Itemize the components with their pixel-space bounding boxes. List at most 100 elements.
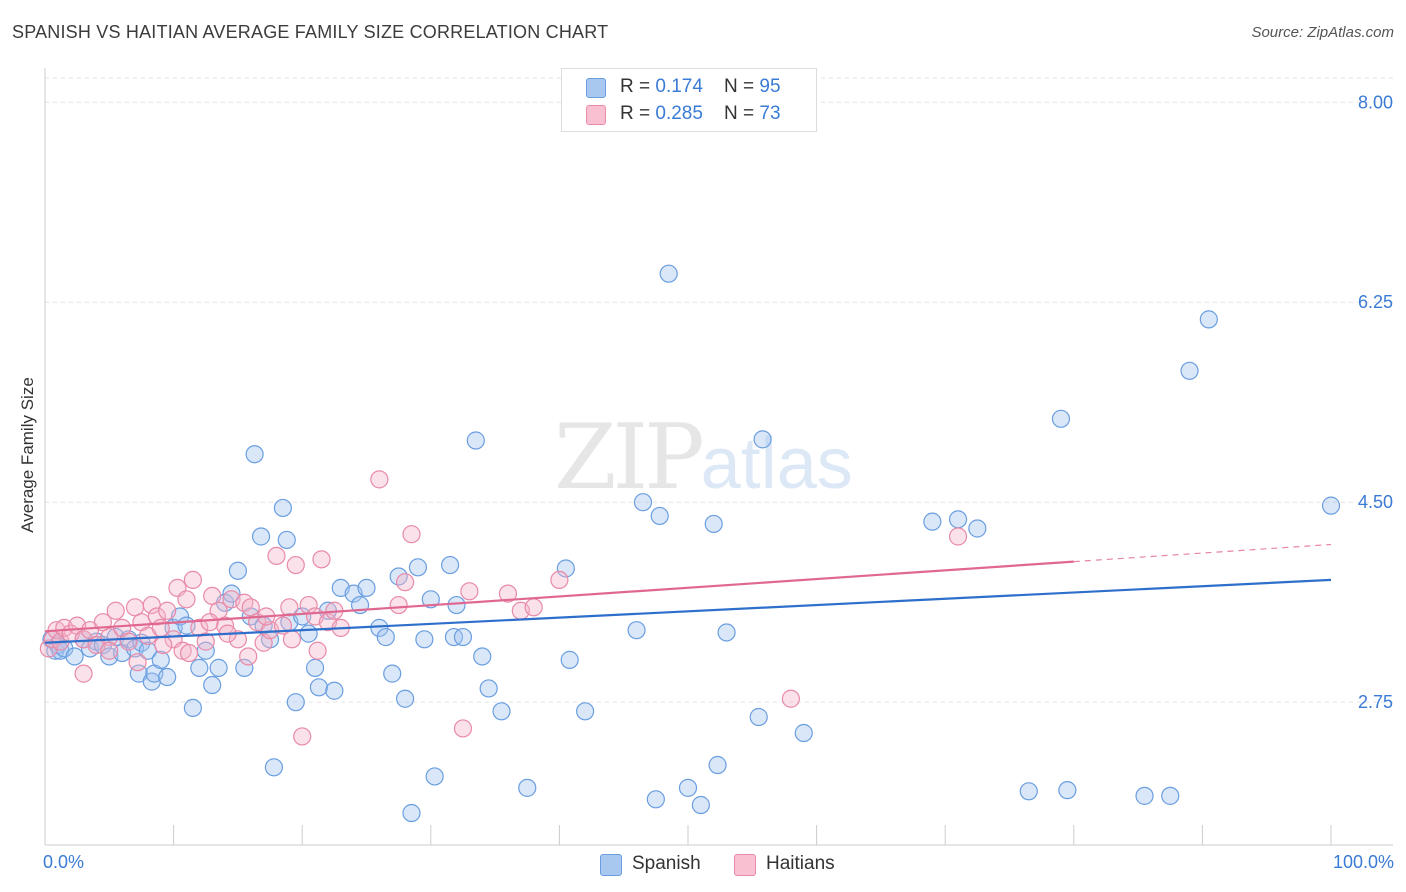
spanish-point <box>251 527 271 546</box>
haitian-point <box>550 570 569 590</box>
haitian-trend-line-extension <box>1073 543 1332 563</box>
x-tick-label-min: 0.0% <box>43 852 85 872</box>
x-tick-label-max: 100.0% <box>1332 852 1394 872</box>
haitian-point <box>948 527 968 546</box>
haitian-point <box>228 630 247 649</box>
spanish-point <box>1321 496 1341 515</box>
spanish-point <box>678 778 698 797</box>
spanish-point <box>286 693 305 712</box>
spanish-point <box>309 678 329 697</box>
y-tick-label: 6.25 <box>1358 292 1393 312</box>
haitian-point <box>158 601 177 620</box>
spanish-point <box>209 658 228 677</box>
haitian-points <box>39 470 968 746</box>
spanish-point <box>158 667 177 687</box>
n-value: 73 <box>759 103 781 124</box>
haitian-point <box>308 641 327 660</box>
haitian-point <box>196 632 215 651</box>
series-legend: Spanish Haitians <box>0 852 1406 878</box>
haitian-point <box>100 641 119 660</box>
haitian-point <box>154 635 173 655</box>
spanish-point <box>183 698 202 717</box>
spanish-point <box>968 519 987 538</box>
haitian-point <box>106 601 125 620</box>
haitian-point <box>781 689 800 708</box>
spanish-point <box>659 264 678 283</box>
n-label: N = <box>724 76 760 97</box>
spanish-point <box>717 623 736 642</box>
haitian-point <box>239 647 258 666</box>
y-tick-labels: 2.75 4.50 6.25 8.00 <box>1358 92 1393 712</box>
y-tick-label: 8.00 <box>1358 92 1393 112</box>
legend-label-haitians: Haitians <box>766 853 835 874</box>
haitian-point <box>402 525 421 544</box>
spanish-point <box>228 561 247 580</box>
watermark-zip: ZIP <box>554 405 705 510</box>
spanish-point <box>1161 786 1180 805</box>
spanish-point <box>190 658 209 677</box>
haitian-point <box>177 590 196 609</box>
spanish-point <box>408 558 428 577</box>
spanish-point <box>473 647 492 666</box>
haitian-point <box>147 607 166 626</box>
spanish-point <box>556 559 575 578</box>
axes <box>44 68 1393 846</box>
spanish-point <box>479 679 498 698</box>
spanish-point <box>1019 782 1038 801</box>
watermark: ZIPatlas <box>554 405 853 510</box>
haitian-point <box>39 639 58 658</box>
haitian-point <box>524 598 543 617</box>
spanish-point <box>299 624 318 643</box>
haitian-point <box>74 664 93 683</box>
haitian-point <box>389 595 408 615</box>
haitian-point <box>286 555 305 575</box>
watermark-atlas: atlas <box>700 424 853 504</box>
spanish-point <box>235 658 254 677</box>
y-tick-label: 4.50 <box>1358 492 1393 512</box>
haitian-point <box>100 627 119 647</box>
spanish-point <box>383 664 402 683</box>
r-label: R = <box>620 76 656 97</box>
spanish-point <box>415 630 434 649</box>
spanish-point <box>576 702 595 721</box>
spanish-point <box>948 510 968 529</box>
haitian-point <box>200 613 219 632</box>
spanish-point <box>650 506 669 526</box>
spanish-point <box>627 621 646 640</box>
spanish-points <box>42 264 1341 823</box>
spanish-point <box>1199 310 1218 329</box>
haitian-point <box>395 573 415 592</box>
r-value: 0.174 <box>655 76 703 97</box>
r-label: R = <box>620 103 656 124</box>
legend-swatch-haitians <box>586 105 606 125</box>
y-tick-label: 2.75 <box>1358 692 1393 712</box>
spanish-point <box>646 790 665 809</box>
spanish-point <box>440 555 460 575</box>
spanish-point <box>466 431 485 450</box>
legend-swatch-spanish <box>600 854 622 876</box>
legend-swatch-haitians <box>734 854 756 876</box>
spanish-point <box>749 707 768 727</box>
haitian-point <box>267 546 286 566</box>
spanish-point <box>1135 786 1154 805</box>
spanish-point <box>376 627 395 647</box>
spanish-point <box>1058 781 1077 800</box>
haitian-point <box>138 626 157 645</box>
legend-stats-haitians: R = 0.285 N = 73 <box>620 103 781 125</box>
spanish-point <box>691 795 710 815</box>
spanish-point <box>293 607 312 626</box>
spanish-point <box>492 702 511 721</box>
legend-stats-spanish: R = 0.174 N = 95 <box>620 76 781 98</box>
haitian-point <box>179 643 199 663</box>
spanish-point <box>708 755 727 775</box>
r-value: 0.285 <box>655 103 703 124</box>
spanish-point <box>453 627 473 647</box>
source-credit: Source: ZipAtlas.com <box>1251 24 1394 41</box>
trend-lines <box>44 543 1332 644</box>
spanish-point <box>518 778 537 797</box>
haitian-point <box>453 719 473 738</box>
spanish-point <box>203 675 222 695</box>
spanish-point <box>305 658 325 677</box>
spanish-point <box>923 512 942 531</box>
